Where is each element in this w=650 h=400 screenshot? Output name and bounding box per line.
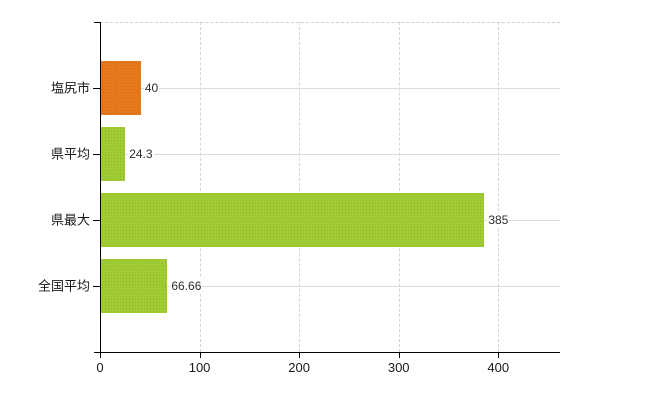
- bar: [101, 193, 485, 247]
- gridline-vertical: [398, 22, 400, 352]
- category-label: 塩尻市: [50, 80, 90, 96]
- y-axis-tick: [93, 88, 100, 89]
- x-tick-label: 300: [387, 360, 410, 375]
- x-axis-tick: [199, 353, 201, 358]
- x-axis-tick: [398, 353, 400, 358]
- gridline-vertical: [299, 22, 301, 352]
- gridline-horizontal: [100, 88, 560, 89]
- category-label: 県平均: [50, 146, 90, 162]
- plot-top-border: [100, 22, 560, 23]
- x-tick-label: 0: [96, 360, 104, 375]
- bar-value-label: 40: [143, 81, 160, 95]
- x-axis-line: [94, 352, 560, 353]
- y-axis-line: [100, 22, 101, 353]
- bar-value-label: 66.66: [170, 279, 203, 293]
- gridline-vertical: [498, 22, 500, 352]
- x-axis-tick: [100, 353, 101, 358]
- category-label: 全国平均: [37, 278, 90, 294]
- bar: [101, 259, 168, 313]
- bar-value-label: 24.3: [128, 147, 154, 161]
- bar: [101, 61, 141, 115]
- gridline-horizontal: [100, 286, 560, 287]
- x-axis-tick: [498, 353, 500, 358]
- x-tick-label: 400: [487, 360, 510, 375]
- gridline-vertical: [199, 22, 201, 352]
- y-axis-top-tick: [94, 22, 100, 23]
- gridline-horizontal: [100, 154, 560, 155]
- x-tick-label: 200: [288, 360, 310, 375]
- x-tick-label: 100: [188, 360, 211, 375]
- category-label: 県最大: [50, 212, 90, 228]
- y-axis-tick: [93, 220, 100, 221]
- bar-value-label: 385: [487, 213, 510, 227]
- bar: [101, 127, 126, 181]
- y-axis-tick: [93, 154, 100, 155]
- x-axis-tick: [299, 353, 301, 358]
- y-axis-tick: [93, 286, 100, 287]
